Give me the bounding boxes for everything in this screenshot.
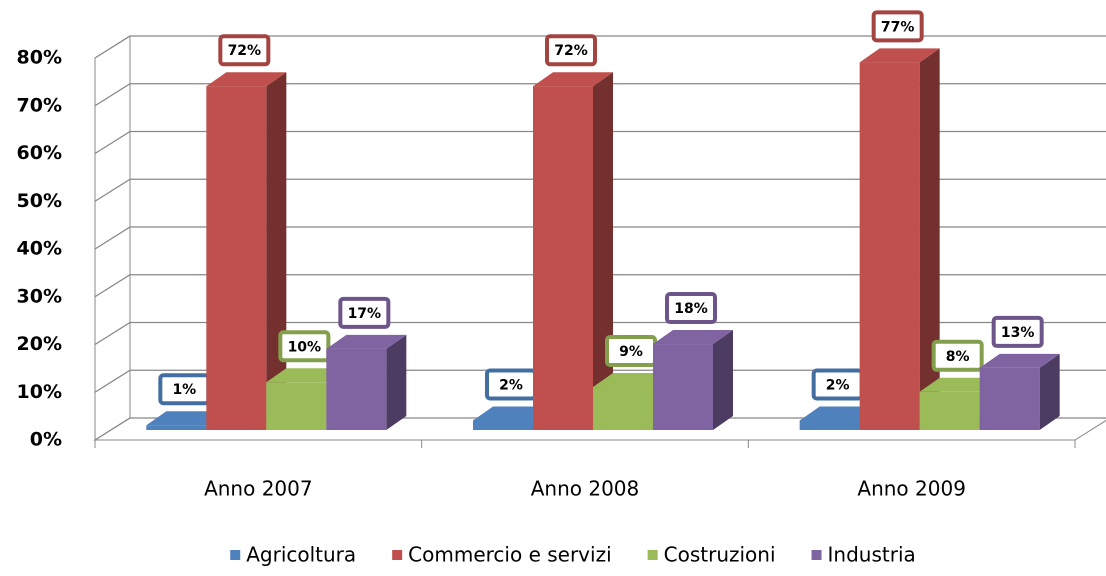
value-label: 1% [172,382,196,398]
bar [979,367,1040,430]
value-label: 13% [1001,325,1035,341]
y-tick-label: 70% [17,94,62,116]
bar-top [653,330,733,345]
y-tick-label: 80% [17,47,62,69]
value-label: 9% [619,344,643,360]
value-label-box [931,339,984,372]
value-label-box [338,296,391,329]
bar [919,391,980,430]
bar-side [713,330,733,430]
bar [326,348,387,430]
bar-side [919,48,940,430]
x-tick-label: Anno 2009 [857,477,966,501]
bar [799,420,860,430]
legend-swatch [811,550,822,560]
bar [266,382,327,430]
value-label-box [991,315,1044,348]
value-label: 2% [499,377,523,393]
grid-line [94,226,1106,250]
legend-label: Industria [828,543,916,567]
legend-swatch [647,550,658,560]
legend-label: Costruzioni [664,543,776,567]
legend-swatch [392,550,403,560]
value-label: 18% [674,301,708,317]
grid-line [94,274,1106,298]
grid-line [94,130,1106,155]
grid-line [94,178,1106,202]
value-label: 17% [348,306,382,322]
grid-line [94,321,1106,346]
bar [533,86,593,430]
legend-swatch [230,550,241,560]
bar-top [206,72,287,87]
bar [593,387,653,430]
value-label-box [871,10,924,43]
value-label: 72% [554,43,588,59]
value-label-box [218,34,271,67]
bar [206,86,267,430]
bar-side [386,334,407,430]
value-label: 77% [881,19,915,35]
grid-line [94,35,1106,59]
y-tick-label: 0% [30,429,62,451]
bar [146,425,207,430]
bar [473,420,533,430]
bar-top [979,353,1060,368]
x-tick-label: Anno 2008 [531,477,640,501]
y-tick-label: 60% [17,142,62,164]
bar-side [1039,353,1060,430]
bar-top [326,334,407,349]
bar [653,344,713,430]
value-label: 72% [228,43,262,59]
value-label-box [278,330,331,363]
grid-line [94,369,1106,393]
legend-label: Commercio e servizi [408,543,611,567]
value-label-box [545,34,597,67]
y-tick-label: 50% [17,190,62,212]
y-tick-label: 30% [17,285,62,307]
value-label: 10% [288,339,322,355]
legend-label: Agricoltura [246,543,356,567]
grid-line [94,83,1106,107]
bar-top [859,48,940,63]
grid-line [94,417,1106,441]
x-tick-label: Anno 2007 [204,477,313,501]
value-label: 8% [946,349,970,365]
bar [859,62,920,430]
bar-top [533,72,613,87]
y-tick-label: 40% [17,238,62,260]
y-tick-label: 10% [17,381,62,403]
y-tick-label: 20% [17,333,62,355]
value-label-box [665,292,717,325]
value-label: 2% [826,377,850,393]
